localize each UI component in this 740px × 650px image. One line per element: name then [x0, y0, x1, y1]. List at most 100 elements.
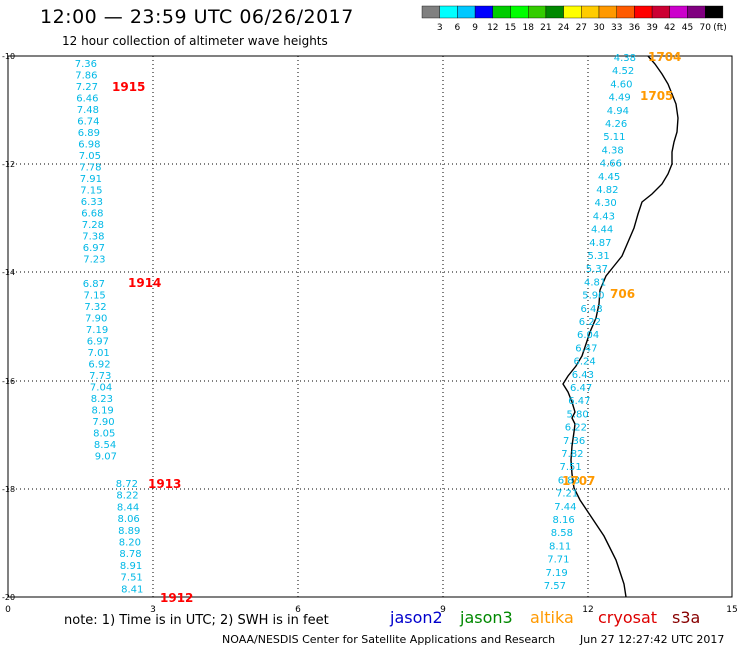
y-tick-label: -14 [2, 268, 15, 277]
wave-height-value: 6.04 [577, 330, 599, 341]
y-tick-label: -16 [2, 377, 15, 386]
footer-timestamp: Jun 27 12:27:42 UTC 2017 [580, 633, 725, 646]
wave-height-value: 5.80 [566, 409, 588, 420]
wave-height-value: 8.19 [92, 406, 114, 417]
wave-height-value: 7.44 [554, 502, 576, 513]
wave-height-value: 7.78 [79, 163, 101, 174]
y-tick-label: -10 [2, 52, 15, 61]
wave-height-value: 7.21 [556, 489, 578, 500]
wave-height-value: 4.30 [594, 198, 616, 209]
wave-height-value: 7.19 [545, 568, 567, 579]
wave-height-value: 7.73 [89, 371, 111, 382]
pass-number-label: 706 [610, 287, 635, 301]
wave-height-value: 6.98 [78, 140, 100, 151]
wave-height-value: 5.11 [603, 132, 625, 143]
wave-height-value: 7.51 [121, 573, 143, 584]
wave-height-value: 8.06 [118, 514, 140, 525]
wave-height-value: 4.43 [593, 211, 615, 222]
coastline [562, 55, 679, 598]
wave-height-value: 4.66 [600, 159, 622, 170]
legend-label: 24 [558, 23, 570, 33]
wave-height-value: 4.49 [608, 93, 630, 104]
wave-height-value: 7.36 [563, 436, 585, 447]
wave-height-value: 6.83 [558, 475, 580, 486]
x-tick-label: 0 [5, 605, 11, 615]
wave-height-value: 8.16 [552, 515, 574, 526]
legend-swatch [705, 5, 724, 19]
legend-swatch [528, 5, 547, 19]
wave-height-value: 7.91 [80, 174, 102, 185]
footer-note: note: 1) Time is in UTC; 2) SWH is in fe… [64, 613, 329, 628]
wave-height-value: 6.22 [579, 317, 601, 328]
wave-height-value: 6.33 [81, 197, 103, 208]
wave-height-value: 6.89 [78, 128, 100, 139]
legend-label: 12 [487, 23, 498, 33]
wave-height-value: 8.72 [116, 479, 138, 490]
wave-height-value: 9.07 [95, 452, 117, 463]
wave-height-value: 4.38 [614, 53, 636, 64]
wave-height-value: 8.78 [119, 549, 141, 560]
x-tick-label: 12 [582, 605, 593, 615]
legend-label: 9 [472, 23, 478, 33]
wave-height-value: 8.11 [549, 541, 571, 552]
legend-label: 18 [522, 23, 534, 33]
wave-height-value: 7.15 [84, 291, 106, 302]
wave-height-value: 7.04 [90, 383, 112, 394]
wave-height-value: 7.05 [79, 151, 101, 162]
wave-height-value: 7.27 [76, 82, 98, 93]
wave-height-value: 8.91 [120, 561, 142, 572]
wave-height-value: 7.86 [75, 71, 97, 82]
wave-height-value: 8.58 [551, 528, 573, 539]
legend-swatch [616, 5, 635, 19]
legend-swatch [510, 5, 529, 19]
wave-height-value: 5.90 [582, 291, 604, 302]
legend-label: 70 [699, 23, 711, 33]
wave-height-value: 7.36 [75, 59, 97, 70]
wave-height-value: 7.51 [559, 462, 581, 473]
legend-label: 36 [629, 23, 641, 33]
y-tick-label: -18 [2, 485, 15, 494]
wave-height-value: 7.38 [82, 232, 104, 243]
pass-number-label: 1912 [160, 591, 193, 605]
wave-height-value: 4.44 [591, 225, 613, 236]
x-tick-label: 3 [150, 605, 156, 615]
wave-height-value: 5.37 [586, 264, 608, 275]
wave-height-value: 6.68 [81, 209, 103, 220]
wave-height-value: 6.24 [573, 357, 595, 368]
satellite-s3a: s3a [672, 608, 701, 627]
pass-number-label: 1705 [640, 89, 673, 103]
legend-label: 30 [593, 23, 605, 33]
pass-number-label: 1914 [128, 276, 161, 290]
wave-height-value: 6.97 [87, 337, 109, 348]
pass-number-label: 1915 [112, 80, 145, 94]
wave-height-value: 7.48 [77, 105, 99, 116]
wave-height-value: 4.52 [612, 66, 634, 77]
legend-label: 15 [505, 23, 516, 33]
wave-height-value: 8.44 [117, 502, 139, 513]
legend-swatch [563, 5, 582, 19]
wave-height-value: 6.43 [580, 304, 602, 315]
x-tick-label: 15 [726, 605, 737, 615]
legend-label: 6 [455, 23, 461, 33]
legend-label: 33 [611, 23, 622, 33]
satellite-altika: altika [530, 608, 574, 627]
legend-swatch [457, 5, 476, 19]
wave-height-value: 4.38 [601, 145, 623, 156]
plot-frame [7, 55, 733, 598]
legend-label: 3 [437, 23, 443, 33]
legend-label: 42 [664, 23, 675, 33]
wave-height-value: 4.26 [605, 119, 627, 130]
wave-height-value: 6.47 [570, 383, 592, 394]
legend-swatch [545, 5, 564, 19]
wave-height-value: 8.41 [121, 584, 143, 595]
wave-height-value: 6.22 [565, 423, 587, 434]
wave-height-value: 6.46 [76, 94, 98, 105]
satellite-jason2: jason2 [390, 608, 443, 627]
legend-label: 45 [682, 23, 693, 33]
wave-height-value: 6.47 [568, 396, 590, 407]
wave-height-value: 7.32 [84, 302, 106, 313]
y-tick-label: -12 [2, 160, 15, 169]
page-title: 12:00 — 23:59 UTC 06/26/2017 [40, 6, 354, 28]
legend-swatch [669, 5, 688, 19]
legend-swatch [634, 5, 653, 19]
